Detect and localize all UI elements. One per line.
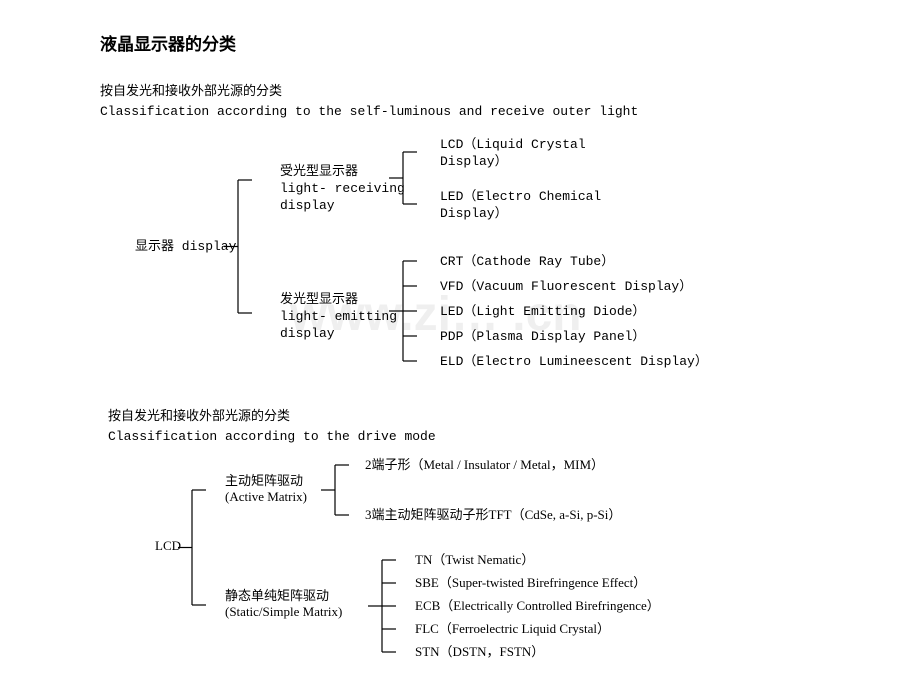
section1-branch-b-leaf-1: VFD（Vacuum Fluorescent Display） [440, 279, 692, 294]
section1-branch-b-leaf-4: ELD（Electro Lumineescent Display） [440, 354, 708, 369]
section2-branch-b-label: 静态单纯矩阵驱动(Static/Simple Matrix) [225, 588, 342, 619]
section1-root-bracket [224, 180, 252, 313]
section1-branch-b-leaf-2: LED（Light Emitting Diode） [440, 304, 645, 319]
section1-branch-b-bracket [389, 261, 417, 361]
section2-branch-a-label: 主动矩阵驱动(Active Matrix) [225, 473, 307, 504]
svg-text:主动矩阵驱动: 主动矩阵驱动 [225, 473, 303, 488]
section2-branch-a-bracket [321, 465, 349, 515]
page-title: 液晶显示器的分类 [100, 34, 237, 54]
svg-text:LCD（Liquid Crystal: LCD（Liquid Crystal [440, 137, 586, 152]
svg-text:发光型显示器: 发光型显示器 [280, 291, 358, 307]
section2-branch-b-leaf-1: SBE（Super-twisted Birefringence Effect） [415, 575, 646, 590]
section1-branch-a-leaf-1: LED（Electro Chemical Display） [440, 189, 601, 221]
section1-subtitle-cn: 按自发光和接收外部光源的分类 [100, 83, 282, 98]
section2-branch-b-leaf-4: STN（DSTN，FSTN） [415, 644, 544, 659]
svg-text:Display）: Display） [440, 154, 508, 169]
section2-subtitle-cn: 按自发光和接收外部光源的分类 [108, 408, 290, 423]
section2-branch-b-leaf-3: FLC（Ferroelectric Liquid Crystal） [415, 621, 610, 636]
svg-text:受光型显示器: 受光型显示器 [280, 164, 358, 179]
section2-branch-a-leaf-0: 2端子形（Metal / Insulator / Metal，MIM） [365, 457, 604, 472]
section2-branch-b-leaf-0: TN（Twist Nematic） [415, 552, 534, 567]
svg-text:静态单纯矩阵驱动: 静态单纯矩阵驱动 [225, 588, 329, 603]
svg-text:light- emitting: light- emitting [280, 309, 397, 324]
section1-branch-a-leaf-0: LCD（Liquid Crystal Display） [440, 137, 586, 169]
svg-text:Display）: Display） [440, 206, 508, 221]
section1-branch-b-leaf-0: CRT（Cathode Ray Tube） [440, 254, 614, 269]
diagram-canvas: www.zi… .cn液晶显示器的分类按自发光和接收外部光源的分类Classif… [0, 0, 920, 690]
svg-text:display: display [280, 198, 335, 213]
svg-text:display: display [280, 326, 335, 341]
section1-branch-b-leaf-3: PDP（Plasma Display Panel） [440, 329, 645, 344]
section2-subtitle-en: Classification according to the drive mo… [108, 429, 436, 444]
section2-root-label: LCD [155, 538, 181, 553]
svg-text:LED（Electro Chemical: LED（Electro Chemical [440, 189, 601, 204]
section1-branch-a-label: 受光型显示器 light- receiving display [280, 164, 405, 213]
svg-text:(Active Matrix): (Active Matrix) [225, 489, 307, 504]
section2-branch-b-leaf-2: ECB（Electrically Controlled Birefringenc… [415, 598, 660, 613]
section1-subtitle-en: Classification according to the self-lum… [100, 104, 638, 119]
svg-text:light- receiving: light- receiving [280, 181, 405, 196]
section2-root-bracket [178, 490, 206, 605]
svg-text:(Static/Simple Matrix): (Static/Simple Matrix) [225, 604, 342, 619]
section1-branch-a-bracket [389, 152, 417, 204]
section2-branch-a-leaf-1: 3端主动矩阵驱动子形TFT（CdSe, a-Si, p-Si） [365, 507, 621, 522]
section1-root-label: 显示器 display [135, 239, 237, 254]
section2-branch-b-bracket [368, 560, 396, 652]
